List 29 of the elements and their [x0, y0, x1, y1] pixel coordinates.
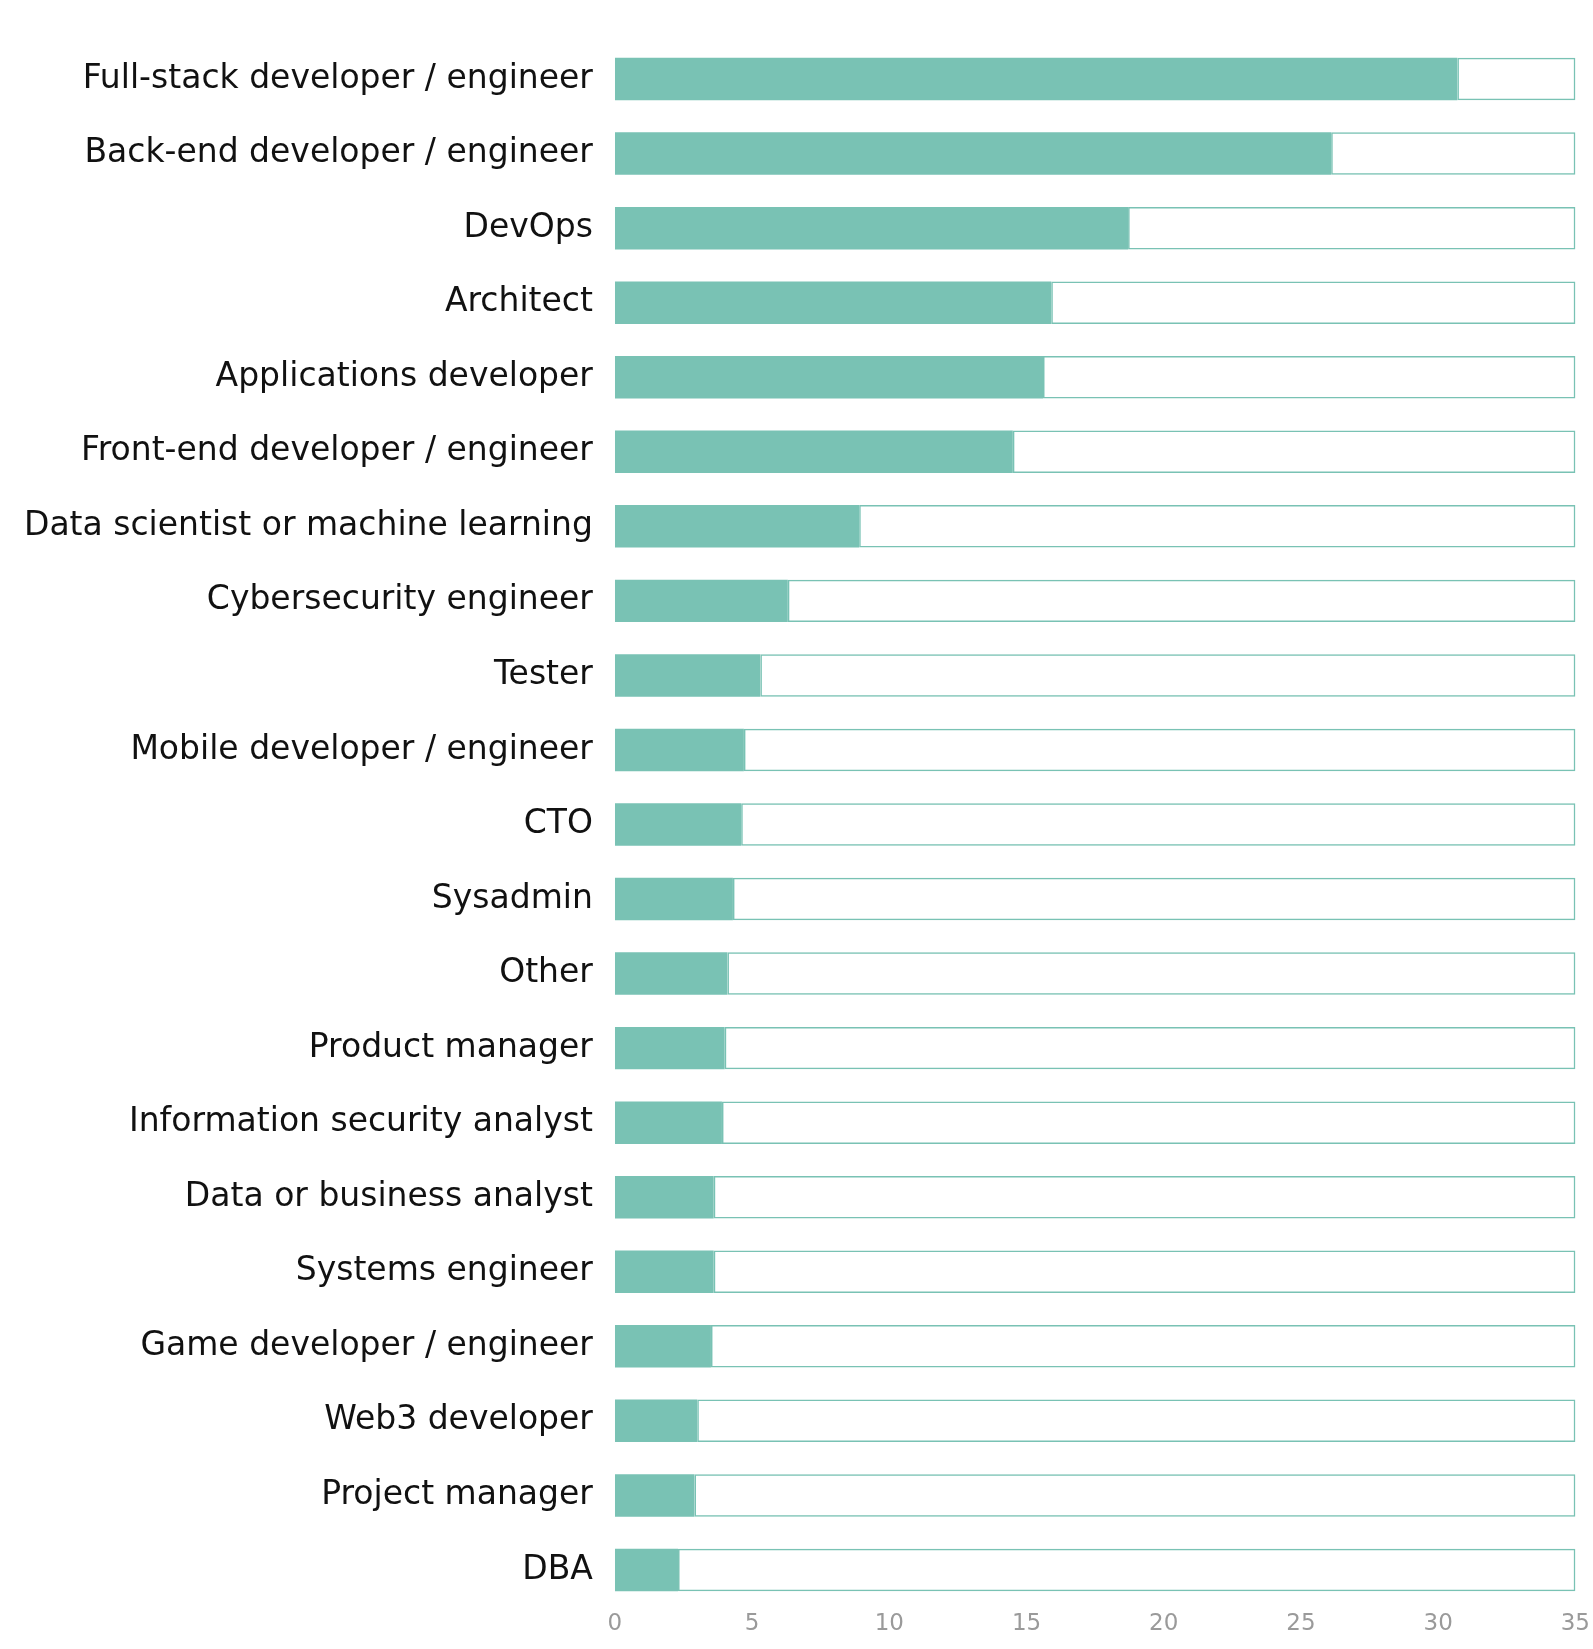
y-tick-label: Product manager	[308, 1025, 594, 1065]
y-tick-label: Data scientist or machine learning	[23, 503, 593, 543]
y-tick-label: Full-stack developer / engineer	[82, 56, 594, 96]
y-tick-label: Applications developer	[215, 354, 594, 394]
x-tick-label: 5	[744, 1608, 760, 1635]
x-tick-label: 25	[1286, 1608, 1316, 1635]
y-tick-label: Information security analyst	[128, 1100, 593, 1140]
y-tick-label: Data or business analyst	[184, 1174, 593, 1214]
y-tick-label: Cybersecurity engineer	[206, 578, 594, 618]
x-tick-label: 35	[1560, 1608, 1591, 1635]
y-tick-label: Architect	[444, 280, 593, 320]
y-tick-label: Tester	[493, 652, 594, 692]
y-tick-label: Sysadmin	[431, 876, 593, 916]
y-tick-label: Front-end developer / engineer	[81, 429, 594, 469]
x-tick-label: 30	[1423, 1608, 1453, 1635]
y-tick-label: DBA	[522, 1547, 594, 1587]
y-tick-label: Web3 developer	[324, 1398, 594, 1438]
x-tick-label: 10	[874, 1608, 904, 1635]
y-tick-label: Project manager	[321, 1472, 594, 1512]
x-tick-label: 20	[1149, 1608, 1179, 1635]
y-tick-label: Game developer / engineer	[140, 1323, 594, 1363]
y-tick-label: Systems engineer	[295, 1249, 594, 1289]
y-tick-label: DevOps	[463, 205, 593, 245]
y-tick-label: CTO	[523, 802, 593, 842]
x-tick-label: 0	[607, 1608, 623, 1635]
x-tick-label: 15	[1011, 1608, 1042, 1635]
y-tick-label: Mobile developer / engineer	[130, 727, 594, 767]
y-tick-label: Back-end developer / engineer	[84, 131, 594, 171]
y-tick-label: Other	[499, 951, 594, 991]
